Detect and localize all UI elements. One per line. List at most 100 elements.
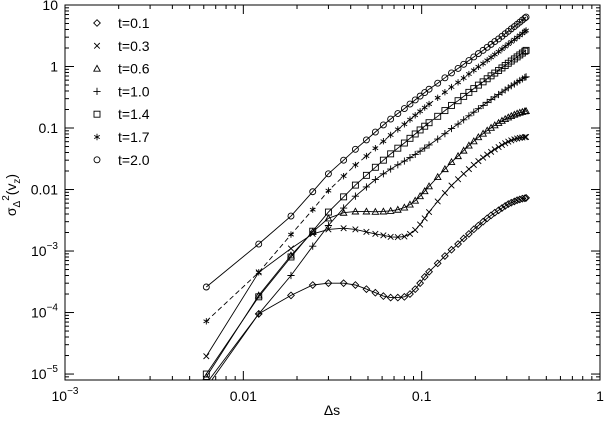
data-point: [394, 110, 402, 117]
data-point: [352, 161, 359, 169]
data-point: [498, 45, 505, 53]
legend-label: t=1.7: [118, 129, 150, 145]
data-point: [491, 51, 498, 58]
data-point: [351, 192, 359, 200]
data-point: [393, 293, 402, 302]
data-point: [387, 150, 395, 158]
data-point: [454, 64, 462, 72]
data-point: [202, 283, 210, 291]
data-point: [394, 144, 402, 152]
data-point: [425, 85, 433, 93]
data-point: [309, 188, 317, 196]
data-point: [371, 288, 380, 297]
data-point: [475, 157, 482, 165]
data-point: [470, 53, 478, 61]
data-point: [351, 207, 360, 215]
data-point: [425, 141, 433, 149]
data-point: [491, 146, 498, 153]
series-t=0.6: [202, 106, 531, 380]
data-point: [515, 108, 524, 116]
data-point: [522, 46, 530, 54]
data-point: [325, 187, 332, 194]
data-point: [324, 214, 333, 222]
data-point: [421, 122, 429, 130]
data-point: [447, 124, 456, 133]
data-point: [441, 74, 449, 82]
legend-label: t=0.1: [118, 15, 150, 31]
y-tick-label: 10−4: [31, 303, 58, 321]
data-point: [401, 233, 408, 240]
data-point: [494, 118, 503, 126]
data-point: [522, 193, 531, 202]
data-point: [386, 206, 395, 214]
data-point: [441, 88, 448, 96]
data-point: [351, 181, 359, 189]
data-point: [460, 170, 467, 177]
data-point: [501, 202, 510, 210]
data-point: [474, 133, 483, 141]
data-point: [520, 194, 529, 203]
legend-label: t=0.3: [118, 38, 150, 54]
data-point: [460, 92, 468, 100]
y-axis-label: σΔ2(vz): [1, 174, 23, 216]
data-point: [379, 292, 388, 301]
data-point: [406, 100, 414, 108]
data-point: [340, 225, 347, 232]
y-tick-label: 0.01: [31, 182, 58, 198]
data-point: [521, 134, 528, 141]
data-point: [474, 105, 482, 113]
series-t=0.3: [203, 133, 530, 360]
data-point: [518, 194, 527, 203]
y-tick-label: 0.1: [39, 120, 59, 136]
data-point: [309, 206, 316, 213]
y-tick-label: 10−3: [31, 241, 58, 259]
data-point: [394, 234, 401, 241]
data-point: [510, 197, 519, 206]
data-point: [255, 293, 263, 301]
data-point: [487, 95, 495, 104]
data-point: [465, 165, 473, 173]
data-point: [406, 290, 414, 298]
data-point: [504, 200, 513, 209]
data-point: [448, 101, 455, 109]
data-point: [434, 112, 442, 120]
data-point: [516, 134, 523, 142]
series-layer: [202, 13, 531, 380]
data-point: [479, 101, 487, 110]
data-point: [416, 126, 424, 134]
data-point: [498, 204, 506, 212]
data-point: [479, 217, 488, 226]
series-t=1.4: [202, 46, 530, 378]
data-point: [470, 67, 477, 74]
data-point: [441, 107, 449, 115]
data-point: [495, 143, 502, 151]
legend-item: t=2.0: [93, 152, 150, 168]
data-point: [510, 110, 519, 118]
legend-label: t=1.4: [118, 106, 150, 122]
data-point: [416, 221, 424, 228]
data-point: [401, 121, 408, 128]
legend-label: t=1.0: [118, 83, 150, 99]
data-point: [440, 252, 449, 260]
data-point: [203, 353, 210, 360]
data-point: [421, 215, 428, 222]
data-point: [507, 111, 516, 119]
data-point: [340, 156, 348, 164]
data-point: [521, 14, 529, 22]
data-point: [454, 176, 462, 183]
data-point: [465, 112, 473, 120]
x-tick-label: 0.01: [230, 388, 257, 404]
data-point: [371, 175, 379, 184]
data-point: [498, 141, 506, 149]
data-point: [387, 131, 394, 139]
series-line: [205, 136, 527, 357]
legend-marker: [93, 42, 101, 49]
axis-tick-labels: 10−3 0.01 0.1 1 10−5 10−4 10−3 0.01 0.1 1 10: [31, 0, 604, 404]
data-point: [406, 200, 414, 208]
data-point: [340, 204, 348, 212]
data-point: [393, 205, 402, 213]
data-point: [411, 96, 419, 104]
data-point: [488, 54, 495, 61]
legend-label: t=0.6: [118, 61, 150, 77]
